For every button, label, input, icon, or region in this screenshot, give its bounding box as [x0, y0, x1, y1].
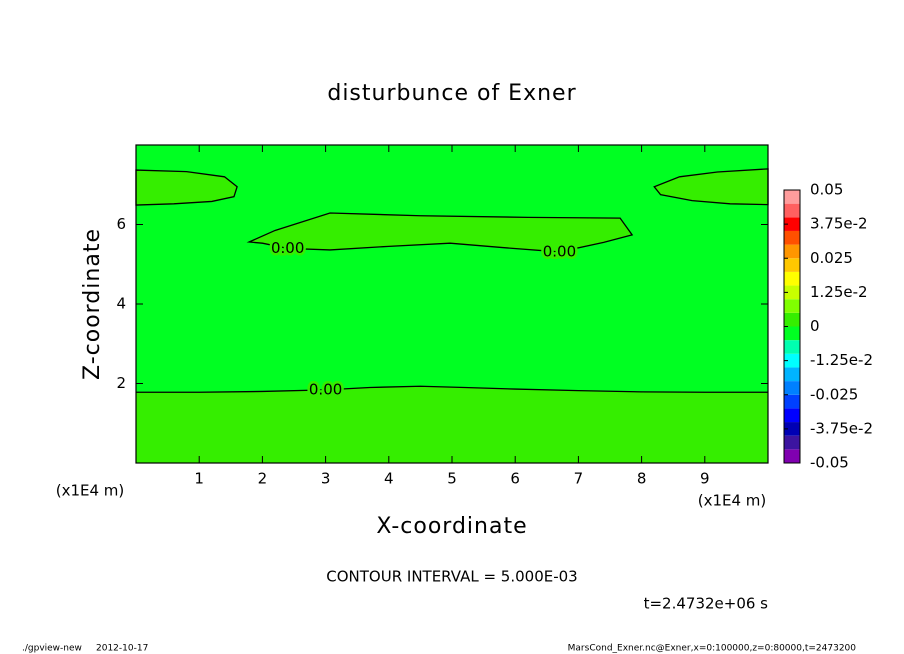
x-tick-label: 7 — [574, 470, 584, 488]
contour-fill — [249, 212, 633, 252]
colorbar-band — [784, 244, 800, 259]
chart-title: disturbunce of Exner — [327, 81, 576, 106]
colorbar-band — [784, 449, 800, 463]
x-axis-label: X-coordinate — [376, 514, 527, 539]
contour-line — [136, 385, 768, 393]
x-tick-label: 1 — [194, 470, 204, 488]
y-tick-label: 6 — [116, 215, 126, 233]
colorbar-tick-label: -0.05 — [810, 454, 849, 472]
y-tick-label: 4 — [116, 295, 126, 313]
colorbar-tick-label: -1.25e-2 — [810, 351, 873, 369]
y-axis-label: Z-coordinate — [80, 228, 105, 380]
x-tick-label: 5 — [447, 470, 457, 488]
colorbar-band — [784, 394, 800, 409]
contour-interval: CONTOUR INTERVAL = 5.000E-03 — [326, 568, 577, 586]
x-tick-label: 3 — [321, 470, 331, 488]
footer-program: ./gpview-new — [22, 644, 82, 654]
colorbar-band — [784, 299, 800, 313]
colorbar-band — [784, 312, 800, 327]
x-unit-right: (x1E4 m) — [698, 492, 767, 510]
contour-fill — [654, 168, 768, 205]
colorbar-band — [784, 203, 800, 218]
colorbar-band — [784, 340, 800, 354]
contour-line — [135, 169, 238, 206]
colorbar-band — [784, 367, 800, 382]
colorbar-tick-label: -3.75e-2 — [810, 419, 873, 437]
y-tick-label: 2 — [116, 374, 126, 392]
colorbar-band — [784, 408, 800, 423]
x-tick-label: 4 — [384, 470, 394, 488]
contour-label: 0.00 — [271, 239, 304, 257]
x-tick-label: 8 — [637, 470, 647, 488]
colorbar-tick-label: -0.025 — [810, 385, 858, 403]
colorbar-band — [784, 381, 800, 395]
colorbar-band — [784, 258, 800, 272]
colorbar-tick-label: 0 — [810, 317, 820, 335]
colorbar-band — [784, 422, 800, 436]
colorbar-tick-label: 0.05 — [810, 181, 843, 199]
contour-line — [246, 212, 634, 253]
colorbar-band — [784, 217, 800, 231]
colorbar-tick-label: 1.25e-2 — [810, 283, 868, 301]
x-tick-label: 9 — [700, 470, 710, 488]
colorbar-band — [784, 271, 800, 286]
contour-label: 0.00 — [543, 242, 576, 260]
contour-fill — [136, 170, 238, 206]
colorbar-band — [784, 435, 800, 450]
time-label: t=2.4732e+06 s — [644, 595, 769, 613]
colorbar-tick-label: 3.75e-2 — [810, 215, 868, 233]
colorbar-tick-label: 0.025 — [810, 249, 853, 267]
colorbar-band — [784, 353, 800, 368]
x-tick-label: 2 — [258, 470, 268, 488]
footer-file: MarsCond_Exner.nc@Exner,x=0:100000,z=0:8… — [568, 644, 857, 654]
footer-date: 2012-10-17 — [96, 644, 148, 654]
contour-fill — [136, 386, 768, 463]
contour-line — [653, 168, 769, 206]
x-tick-label: 6 — [510, 470, 520, 488]
contour-label: 0.00 — [309, 380, 342, 398]
colorbar-band — [784, 285, 800, 300]
x-unit-left: (x1E4 m) — [56, 482, 125, 500]
colorbar-band — [784, 190, 800, 204]
colorbar-band — [784, 230, 800, 245]
colorbar-band — [784, 326, 800, 341]
